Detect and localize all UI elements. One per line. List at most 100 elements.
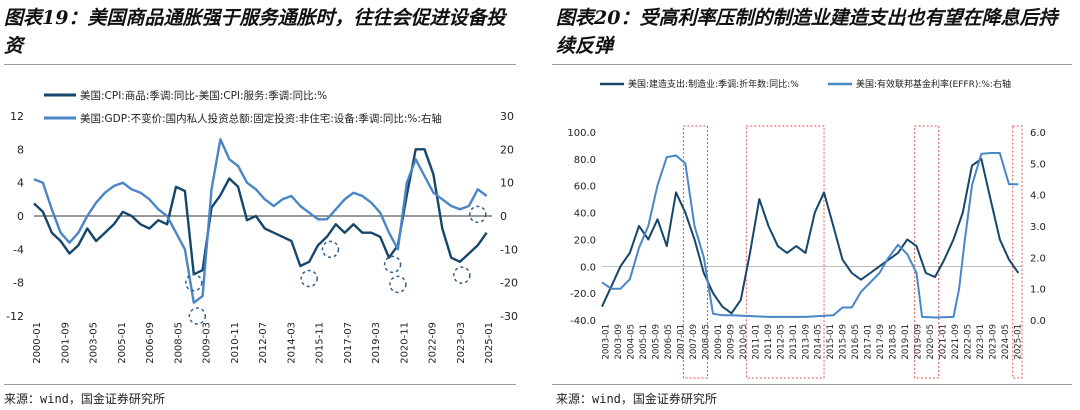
x-axis-tick-label: 2013-01 [789, 324, 799, 360]
x-axis-tick-label: 2003-09 [614, 324, 624, 360]
x-axis-tick-label: 2021-01 [939, 324, 949, 360]
highlight-period-box [914, 125, 940, 379]
highlight-circle [389, 275, 407, 294]
x-axis-tick-label: 2004-05 [626, 324, 636, 360]
x-axis-tick-label: 2011-09 [764, 324, 774, 360]
right-axis-tick-label: 0.0 [1030, 316, 1046, 327]
x-axis-tick-label: 2016-05 [851, 324, 861, 360]
x-axis-tick-label: 2025-01 [1014, 324, 1024, 360]
x-axis-tick-label: 2003-01 [602, 324, 612, 360]
highlight-circle [300, 269, 318, 288]
x-axis-tick-label: 2018-05 [889, 324, 899, 360]
right-axis-tick-label: -10 [500, 243, 518, 256]
title-divider [4, 64, 516, 65]
manufacturing-construction-series-line [601, 157, 1020, 315]
highlight-circle [383, 255, 402, 274]
x-axis-tick-label: 2010-11 [230, 322, 241, 364]
x-axis-tick-label: 2008-05 [701, 324, 711, 360]
x-axis-tick-label: 2009-09 [726, 324, 736, 360]
right-axis-tick-label: 30 [500, 110, 514, 123]
x-axis-tick-label: 2015-01 [826, 324, 836, 360]
source-note: 来源：wind，国金证券研究所 [4, 392, 165, 406]
left-axis-tick-label: 4 [17, 177, 24, 190]
x-axis-tick-label: 2001-09 [60, 322, 71, 364]
source-note: 来源：wind，国金证券研究所 [556, 392, 717, 406]
x-axis-tick-label: 2023-03 [456, 322, 467, 364]
effr-series-line [601, 152, 1019, 319]
highlight-circle [188, 307, 207, 325]
left-axis-tick-label: 80.0 [574, 155, 596, 166]
highlight-circle [185, 273, 203, 292]
highlight-circle [321, 240, 340, 259]
highlight-period-box [745, 125, 825, 379]
x-axis-tick-label: 2019-03 [371, 322, 382, 364]
left-axis-tick-label: 8 [17, 143, 24, 156]
left-axis-tick-label: -4 [13, 243, 24, 256]
left-axis-tick-label: -12 [6, 310, 24, 323]
left-axis-tick-label: -8 [13, 277, 24, 290]
left-axis-tick-label: 100.0 [567, 128, 596, 139]
manufacturing-construction-chart: 美国:建造支出:制造业:季调:折年数:同比:% 美国:有效联邦基金利率(EFFR)… [567, 78, 1046, 379]
x-axis-tick-label: 2014-03 [286, 322, 297, 364]
legend-label: 美国:有效联邦基金利率(EFFR):%:右轴 [856, 78, 1011, 90]
source-divider [4, 384, 516, 385]
x-axis-tick-label: 2006-09 [145, 322, 156, 364]
source-divider [552, 384, 1072, 385]
x-axis-tick-label: 2021-09 [951, 324, 961, 360]
x-axis-tick-label: 2025-01 [484, 322, 495, 364]
legend-label: 美国:GDP:不变价:国内私人投资总额:固定投资:非住宅:设备:季调:同比:%:… [80, 112, 442, 125]
title-divider [552, 64, 1072, 65]
right-axis-tick-label: 1.0 [1030, 285, 1046, 296]
cpi-spread-series-line [33, 148, 488, 276]
x-axis-tick-label: 2024-05 [1001, 324, 1011, 360]
x-axis-tick-label: 2017-01 [864, 324, 874, 360]
left-axis-tick-label: 0 [17, 210, 24, 223]
x-axis-tick-label: 2020-11 [399, 322, 410, 364]
left-axis-tick-label: 0.0 [580, 262, 596, 273]
left-axis-tick-label: 40.0 [574, 209, 596, 220]
x-axis-tick-label: 2005-01 [639, 324, 649, 360]
right-axis-tick-label: 0 [500, 210, 507, 223]
right-chart-panel: 图表20：受高利率压制的制造业建造支出也有望在降息后持续反弹 美国:建造支出:制… [552, 0, 1072, 410]
legend-label: 美国:CPI:商品:季调:同比-美国:CPI:服务:季调:同比:% [80, 89, 327, 102]
left-axis-tick-label: 60.0 [574, 182, 596, 193]
x-axis-tick-label: 2022-09 [428, 322, 439, 364]
x-axis-tick-label: 2010-05 [739, 324, 749, 360]
right-axis-tick-label: 4.0 [1030, 191, 1046, 202]
right-axis-tick-label: -30 [500, 310, 518, 323]
right-axis-tick-label: 2.0 [1030, 253, 1046, 264]
x-axis-tick-label: 2022-05 [964, 324, 974, 360]
x-axis-tick-label: 2019-09 [914, 324, 924, 360]
x-axis-tick-label: 2007-01 [676, 324, 686, 360]
chart-title: 图表19：美国商品通胀强于服务通胀时，往往会促进设备投资 [4, 7, 506, 57]
x-axis-tick-label: 2007-09 [689, 324, 699, 360]
x-axis-tick-label: 2017-07 [343, 322, 354, 364]
right-axis-tick-label: 20 [500, 143, 514, 156]
x-axis-tick-label: 2013-09 [801, 324, 811, 360]
highlight-circle [453, 266, 471, 284]
x-axis-tick-label: 2023-09 [989, 324, 999, 360]
left-axis-tick-label: -20.0 [570, 289, 596, 300]
x-axis-tick-label: 2015-11 [315, 322, 326, 364]
x-axis-tick-label: 2005-01 [117, 322, 128, 364]
x-axis-tick-label: 2023-01 [976, 324, 986, 360]
x-axis-tick-label: 2012-05 [776, 324, 786, 360]
x-axis-tick-label: 2006-05 [664, 324, 674, 360]
right-axis-tick-label: -20 [500, 277, 518, 290]
x-axis-tick-label: 2014-05 [814, 324, 824, 360]
legend-label: 美国:建造支出:制造业:季调:折年数:同比:% [628, 78, 799, 90]
highlight-period-box [682, 125, 708, 379]
x-axis-tick-label: 2015-09 [839, 324, 849, 360]
left-axis-tick-label: 20.0 [574, 235, 596, 246]
x-axis-tick-label: 2005-09 [651, 324, 661, 360]
x-axis-tick-label: 2019-01 [901, 324, 911, 360]
equipment-investment-series-line [33, 138, 488, 304]
x-axis-tick-label: 2000-01 [32, 322, 43, 364]
highlight-period-box [1012, 125, 1023, 379]
equipment-investment-chart: 美国:CPI:商品:季调:同比-美国:CPI:服务:季调:同比:% 美国:GDP:… [6, 89, 518, 364]
chart-title: 图表20：受高利率压制的制造业建造支出也有望在降息后持续反弹 [556, 7, 1058, 57]
highlight-circle [469, 205, 487, 224]
x-axis-tick-label: 2011-01 [751, 324, 761, 360]
left-chart-panel: 图表19：美国商品通胀强于服务通胀时，往往会促进设备投资 美国:CPI:商品:季… [0, 0, 520, 410]
x-axis-tick-label: 2012-07 [258, 322, 269, 364]
